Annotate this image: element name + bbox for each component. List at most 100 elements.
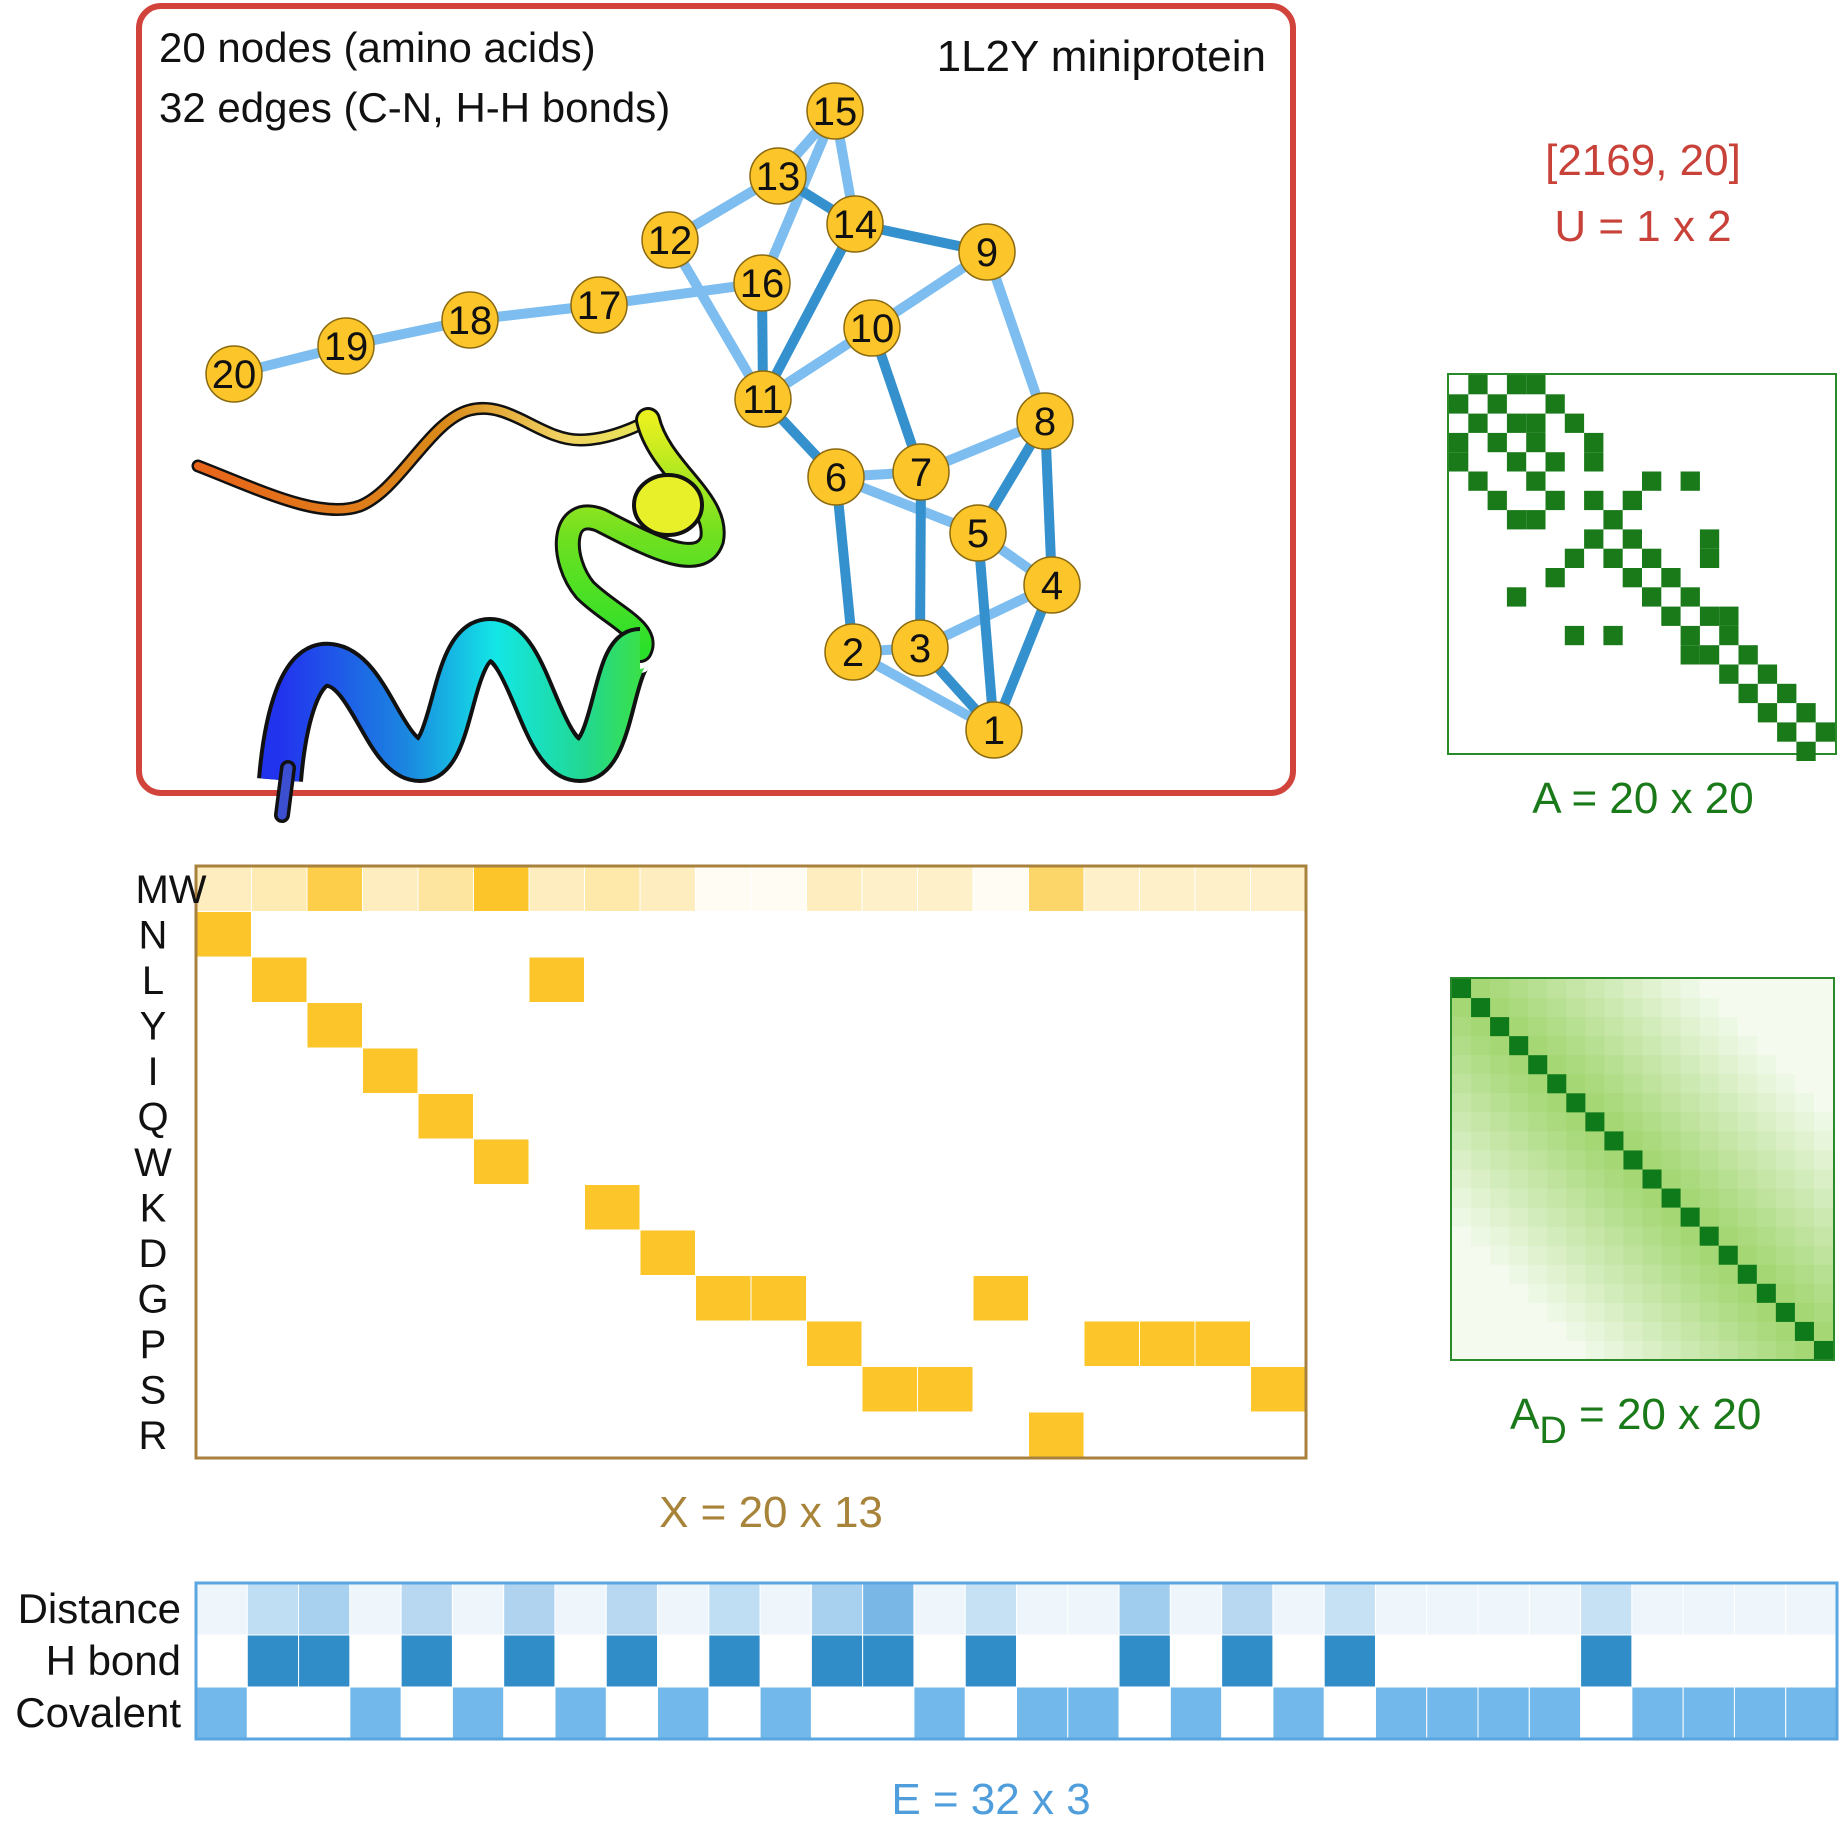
adjacency-cell	[1449, 432, 1469, 453]
distance-cell	[1756, 1169, 1777, 1189]
distance-cell	[1547, 1131, 1567, 1151]
distance-cell	[1756, 1302, 1777, 1323]
distance-cell	[1528, 1207, 1548, 1228]
adjacency-cell	[1487, 490, 1507, 511]
edge-cell-covalent	[349, 1686, 402, 1740]
edge-cell-covalent	[1169, 1686, 1223, 1740]
distance-cell	[1661, 1036, 1681, 1056]
distance-cell	[1471, 1131, 1491, 1151]
distance-cell	[1699, 1264, 1720, 1285]
distance-cell	[1604, 1169, 1624, 1189]
graph-node: 15	[806, 82, 864, 140]
edge-cell-distance	[862, 1582, 915, 1636]
feature-cell-mw	[1028, 865, 1085, 912]
edge-cell-hbond	[1323, 1634, 1376, 1688]
distance-cell	[1509, 1283, 1529, 1304]
feature-cells	[195, 865, 1307, 1458]
adjacency-cell	[1738, 683, 1758, 704]
adjacency-cell	[1526, 510, 1546, 530]
edge-row-label: Covalent	[15, 1689, 181, 1736]
distance-cell	[1642, 1036, 1662, 1056]
distance-cell	[1756, 1055, 1777, 1075]
distance-cell	[1604, 1074, 1624, 1094]
edge-row-label: H bond	[46, 1637, 181, 1684]
distance-cell	[1699, 1150, 1720, 1170]
distance-cell	[1718, 1226, 1739, 1247]
edge-cell-distance	[1785, 1582, 1838, 1636]
distance-cell	[1756, 1283, 1777, 1304]
graph-edge-hbond	[973, 528, 999, 735]
distance-cell	[1775, 979, 1796, 999]
edge-cell-covalent	[1426, 1686, 1479, 1740]
adjacency-cell	[1680, 471, 1700, 491]
distance-cell	[1547, 1188, 1567, 1208]
distance-cell	[1661, 1283, 1681, 1304]
edge-cell-hbond	[810, 1634, 864, 1688]
edge-cell-hbond	[1580, 1634, 1633, 1688]
distance-cell	[1661, 1131, 1681, 1151]
edge-cell-hbond	[298, 1634, 351, 1688]
distance-cell	[1623, 1150, 1643, 1170]
distance-cell	[1661, 1093, 1681, 1113]
edge-cell-distance	[298, 1582, 351, 1636]
distance-cell	[1528, 1188, 1548, 1208]
adjacency-cell	[1680, 645, 1700, 665]
distance-cell	[1528, 1036, 1548, 1056]
edge-cell-distance	[964, 1582, 1017, 1636]
edge-row-label: Distance	[18, 1585, 181, 1632]
graph-node-label: 20	[212, 353, 257, 397]
distance-cell	[1604, 979, 1624, 999]
edge-cell-distance	[503, 1582, 556, 1636]
distance-cell	[1737, 1188, 1758, 1208]
edge-cell-distance	[1067, 1582, 1120, 1636]
distance-cell	[1452, 1169, 1472, 1189]
distance-cell	[1528, 1093, 1548, 1113]
adjacency-cell	[1603, 510, 1623, 530]
distance-cell	[1490, 998, 1510, 1018]
adjacency-cell	[1699, 645, 1720, 665]
distance-cell	[1490, 1017, 1510, 1037]
feature-cell-onehot	[251, 956, 308, 1003]
distance-cell	[1623, 1321, 1643, 1342]
feature-cell-onehot	[806, 1320, 863, 1367]
distance-cell	[1452, 979, 1472, 999]
distance-cell	[1813, 1169, 1834, 1189]
adjacency-cell	[1526, 471, 1546, 491]
graph-node-label: 16	[740, 262, 785, 306]
edge-cell-covalent	[1272, 1686, 1325, 1740]
distance-cell	[1623, 1074, 1643, 1094]
feature-row-label: MW	[135, 868, 206, 912]
distance-cell	[1623, 1036, 1643, 1056]
graph-node: 7	[892, 443, 950, 501]
feature-cell-mw	[917, 865, 974, 912]
distance-cell	[1680, 979, 1701, 999]
distance-cell	[1680, 1207, 1701, 1228]
distance-cell	[1471, 1150, 1491, 1170]
graph-node: 13	[749, 147, 807, 205]
feature-cell-mw	[417, 865, 474, 912]
distance-cell	[1471, 1112, 1491, 1132]
distance-cell	[1509, 1226, 1529, 1247]
distance-cell	[1623, 1112, 1643, 1132]
protein-title: 1L2Y miniprotein	[937, 32, 1266, 81]
distance-cell	[1642, 1245, 1662, 1266]
feature-cell-mw	[750, 865, 807, 912]
distance-cell	[1737, 1093, 1758, 1113]
graph-node-label: 6	[825, 456, 847, 500]
edge-cell-distance	[554, 1582, 607, 1636]
distance-cell	[1528, 1226, 1548, 1247]
distance-border	[1450, 977, 1835, 1361]
distance-cell	[1737, 1340, 1758, 1361]
distance-cell	[1794, 1264, 1815, 1285]
distance-cell	[1756, 1074, 1777, 1094]
feature-cell-mw	[1139, 865, 1196, 912]
adjacency-cell	[1506, 452, 1527, 472]
distance-cell	[1775, 1017, 1796, 1037]
distance-cell	[1623, 1169, 1643, 1189]
graph-node: 4	[1023, 556, 1081, 614]
edge-cell-distance	[1426, 1582, 1479, 1636]
distance-cell	[1794, 1226, 1815, 1247]
distance-cell	[1490, 1169, 1510, 1189]
distance-cell	[1813, 1207, 1834, 1228]
adjacency-cell	[1738, 645, 1758, 665]
